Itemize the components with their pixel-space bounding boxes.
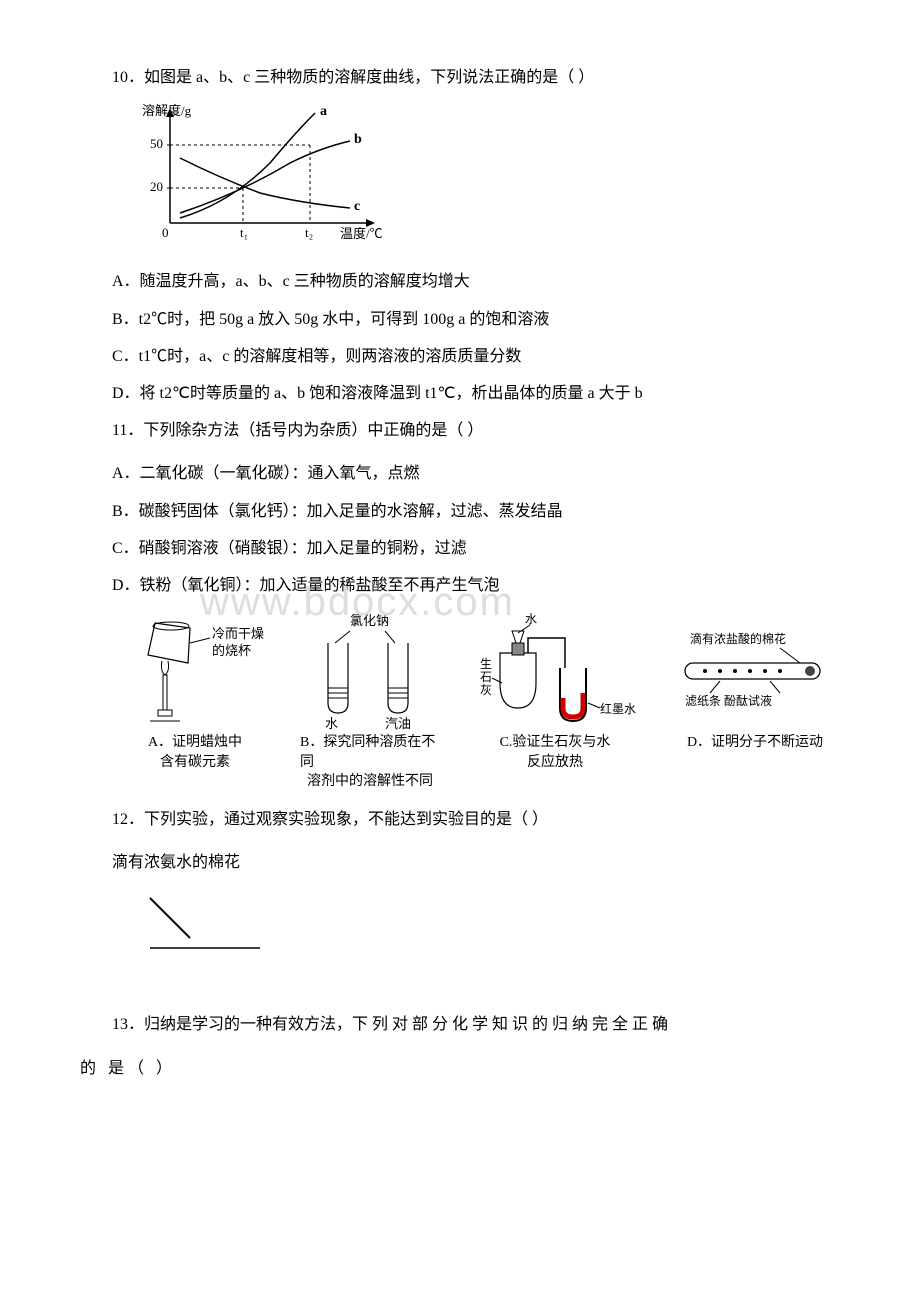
exp-c-lime3: 灰: [480, 683, 492, 697]
exp-a-caption2: 含有碳元素: [160, 753, 230, 773]
curve-a-label: a: [320, 104, 327, 119]
q12-diagram: [140, 888, 840, 971]
q12-stem: 12．下列实验，通过观察实验现象，不能达到实验目的是（ ）: [80, 802, 840, 837]
q12-sub: 滴有浓氨水的棉花: [80, 845, 840, 880]
exp-d-bottom: 滤纸条 酚酞试液: [685, 693, 772, 708]
q13-prefix: 13．归纳是学习的一种有效方法，: [112, 1016, 352, 1033]
experiment-a: 冷而干燥 的烧杯 A．证明蜡烛中 含有碳元素: [120, 613, 270, 772]
exp-b-top: 氯化钠: [350, 613, 389, 628]
experiments-row: 冷而干燥 的烧杯 A．证明蜡烛中 含有碳元素 氯化钠 水 汽油: [120, 613, 840, 792]
exp-b-right: 汽油: [385, 716, 411, 731]
exp-a-label2: 的烧杯: [212, 643, 251, 658]
exp-b-caption1: B．探究同种溶质在不同: [300, 733, 440, 772]
experiment-d: 滴有浓盐酸的棉花 滤纸条 酚酞试液 D．证明分子不断运动: [670, 613, 840, 753]
exp-c-ink: 红墨水: [600, 701, 636, 716]
q13-stem: 13．归纳是学习的一种有效方法，下列对部分化学知识的归纳完全正确: [80, 1007, 840, 1042]
q11-option-a: A．二氧化碳（一氧化碳）：通入氧气，点燃: [80, 456, 840, 491]
xlabel: 温度/℃: [340, 226, 383, 241]
curve-b-label: b: [354, 132, 362, 147]
ytick-50: 50: [150, 136, 163, 151]
xtick-t1: t₁: [240, 225, 248, 240]
exp-d-caption1: D．证明分子不断运动: [687, 733, 823, 753]
q10-stem: 10．如图是 a、b、c 三种物质的溶解度曲线，下列说法正确的是（ ）: [80, 60, 840, 95]
ylabel: 溶解度/g: [142, 103, 192, 118]
experiment-c: 水 生 石 灰 红墨水 C.验证生石灰与水 反应放热: [470, 613, 640, 772]
xtick-t2: t₂: [305, 225, 313, 240]
exp-c-lime2: 石: [480, 670, 492, 684]
q13-spaced: 下列对部分化学知识的归纳完全正确: [352, 1016, 672, 1033]
q11-option-c: C．硝酸铜溶液（硝酸银）：加入足量的铜粉，过滤: [80, 531, 840, 566]
exp-c-water: 水: [525, 613, 537, 626]
q10-option-c: C．t1℃时，a、c 的溶解度相等，则两溶液的溶质质量分数: [80, 339, 840, 374]
q10-option-a: A．随温度升高，a、b、c 三种物质的溶解度均增大: [80, 264, 840, 299]
exp-a-label1: 冷而干燥: [212, 626, 264, 641]
origin: 0: [162, 225, 169, 240]
q10-chart: 溶解度/g 温度/℃ 50 20 0 t₁ t₂ a b c: [140, 103, 840, 256]
q10-option-d: D．将 t2℃时等质量的 a、b 饱和溶液降温到 t1℃，析出晶体的质量 a 大…: [80, 376, 840, 411]
exp-b-left: 水: [325, 716, 338, 731]
exp-d-top: 滴有浓盐酸的棉花: [690, 631, 786, 646]
ytick-20: 20: [150, 179, 163, 194]
q11-stem: 11．下列除杂方法（括号内为杂质）中正确的是（ ）: [80, 413, 840, 448]
experiment-b: 氯化钠 水 汽油 B．探究同种溶质在不同 溶剂中的溶解性不同: [300, 613, 440, 792]
exp-b-caption2: 溶剂中的溶解性不同: [307, 772, 433, 792]
q13-suffix: 的 是（ ）: [80, 1051, 840, 1086]
q10-option-b: B．t2℃时，把 50g a 放入 50g 水中，可得到 100g a 的饱和溶…: [80, 302, 840, 337]
exp-c-caption2: 反应放热: [527, 753, 583, 773]
exp-a-caption1: A．证明蜡烛中: [148, 733, 242, 753]
q11-option-b: B．碳酸钙固体（氯化钙）：加入足量的水溶解，过滤、蒸发结晶: [80, 494, 840, 529]
q11-option-d: D．铁粉（氧化铜）：加入适量的稀盐酸至不再产生气泡: [80, 568, 840, 603]
exp-c-lime1: 生: [480, 657, 492, 671]
exp-c-caption1: C.验证生石灰与水: [500, 733, 611, 753]
curve-c-label: c: [354, 199, 360, 214]
